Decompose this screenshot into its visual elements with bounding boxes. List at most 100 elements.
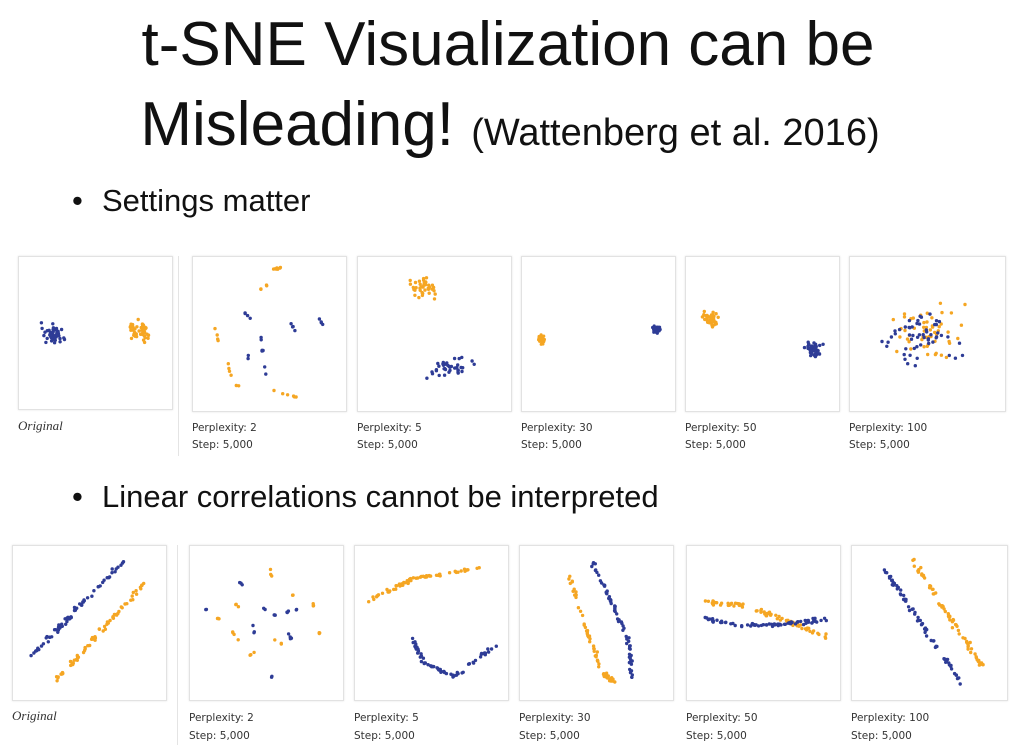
orange-point [570,579,574,583]
orange-point [420,293,425,298]
blue-point [270,674,274,678]
orange-point [411,285,415,290]
blue-point [920,622,924,627]
blue-point [119,563,123,567]
orange-point [895,349,899,354]
caption-perplexity: Perplexity: 2 [189,712,254,724]
blue-point [273,613,277,617]
orange-point [931,592,935,596]
orange-point [130,322,135,327]
blue-point [35,648,39,653]
orange-point [131,598,135,602]
blue-point [779,623,783,627]
orange-point [930,316,934,320]
orange-point [940,310,944,315]
blue-point [32,651,36,655]
blue-point [818,343,822,348]
orange-point [376,593,380,598]
orange-point [755,609,759,613]
blue-point [42,333,46,338]
orange-point [588,637,592,641]
blue-point [652,327,657,331]
orange-point [55,679,59,683]
blue-point [890,578,894,583]
orange-point [583,625,588,630]
orange-point [902,315,907,319]
orange-point [430,283,435,287]
caption-step: Step: 5,000 [189,730,250,742]
orange-point [145,332,149,336]
blue-point [783,622,787,626]
blue-point [893,329,897,333]
blue-point [425,376,429,380]
caption-perplexity: Perplexity: 50 [686,712,758,724]
caption-perplexity: Perplexity: 30 [521,422,593,434]
orange-point [949,311,954,315]
orange-point [597,665,601,669]
blue-point [294,608,298,612]
bullet-linear-correlations: • Linear correlations cannot be interpret… [72,478,659,516]
blue-point [915,335,920,339]
orange-point [592,649,596,653]
blue-point [317,317,322,321]
orange-point [963,302,967,307]
blue-point [960,353,965,358]
blue-point [936,331,940,335]
blue-point [246,356,250,361]
orange-point [135,325,139,329]
orange-point [703,599,708,603]
blue-point [293,328,297,333]
orange-point [957,632,961,636]
blue-point [449,364,454,369]
orange-point [290,593,295,597]
orange-point [317,631,321,635]
blue-point [733,623,737,628]
blue-point [116,565,120,569]
orange-point [924,325,929,330]
orange-point [937,325,941,329]
blue-point [285,610,289,615]
orange-point [115,613,119,617]
orange-point [408,282,413,286]
caption-perplexity: Perplexity: 100 [849,422,928,434]
orange-point [916,570,921,574]
slide-title-emphasis: Misleading! [140,90,454,159]
blue-point [46,640,50,644]
blue-point [630,675,634,679]
orange-point [276,267,280,271]
blue-point [489,647,494,651]
tsne-panel-perplexity-50 [685,256,840,412]
orange-point [571,589,575,593]
orange-point [956,336,960,341]
blue-point [913,612,917,616]
orange-point [117,609,121,614]
orange-point [69,663,73,668]
bullet-settings-matter: • Settings matter [72,182,310,220]
orange-point [433,292,437,296]
orange-point [215,333,219,337]
orange-point [424,575,429,579]
orange-point [423,288,427,292]
blue-point [41,642,46,646]
blue-point [321,322,325,327]
blue-point [261,349,265,353]
orange-point [942,607,946,611]
orange-point [252,650,256,655]
orange-point [907,340,911,344]
blue-point [85,596,90,600]
blue-point [806,618,810,623]
blue-point [719,619,724,623]
orange-point [111,616,116,620]
blue-point [494,644,498,648]
orange-point [268,567,273,572]
blue-point [436,361,440,366]
blue-point [441,363,446,367]
orange-point [714,600,718,605]
blue-point [904,347,908,351]
blue-point [263,365,267,369]
blue-point [908,326,912,330]
orange-point [917,567,921,572]
orange-point [611,679,615,683]
scatter-plot [700,309,825,359]
orange-point [416,576,420,580]
